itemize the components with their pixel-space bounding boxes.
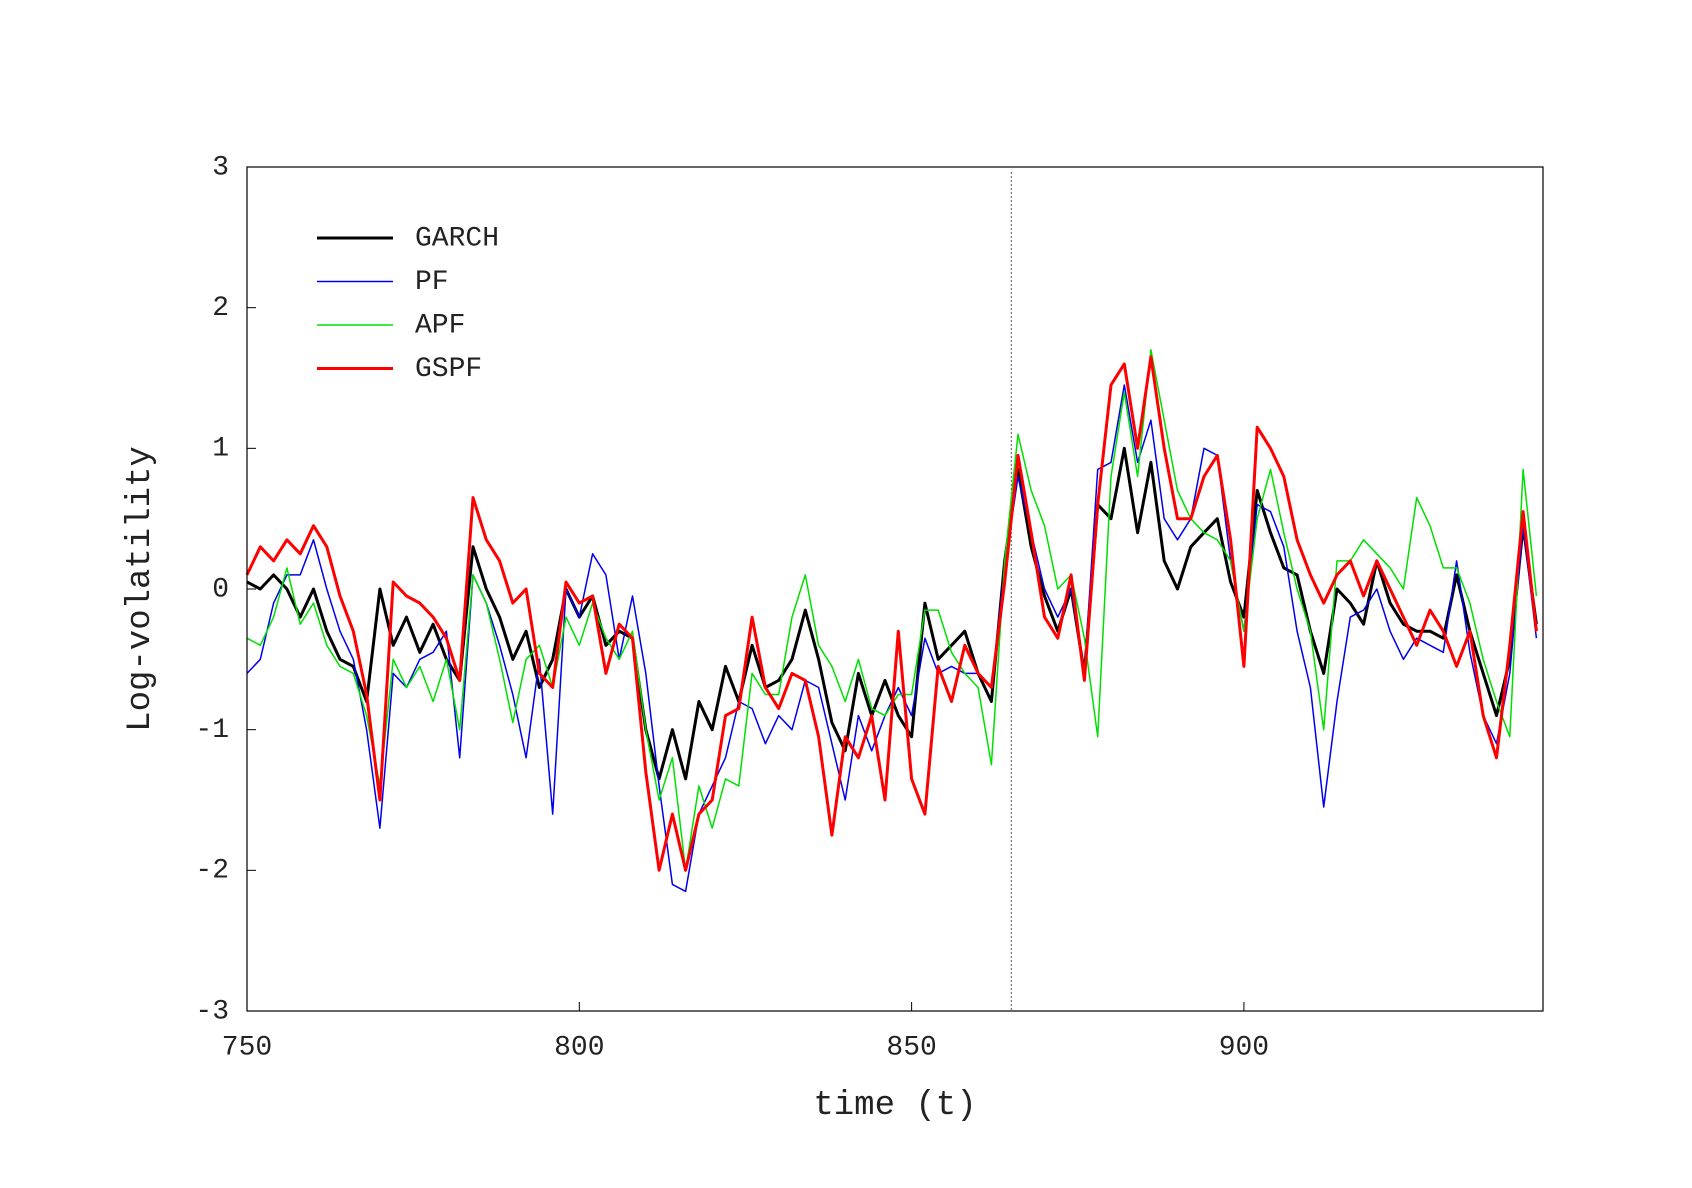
- x-tick-label: 850: [886, 1032, 936, 1063]
- legend-label: GARCH: [415, 223, 499, 254]
- x-axis-title: time (t): [813, 1087, 976, 1125]
- legend-label: PF: [415, 267, 449, 298]
- y-tick-label: -3: [195, 996, 229, 1027]
- y-axis-title: Log-volatility: [122, 446, 160, 732]
- y-tick-label: 1: [212, 434, 229, 465]
- y-tick-label: 3: [212, 152, 229, 183]
- y-tick-label: -2: [195, 856, 229, 887]
- series-line: [245, 355, 1538, 872]
- legend-label: GSPF: [415, 354, 482, 385]
- x-tick-label: 750: [222, 1032, 272, 1063]
- y-tick-label: -1: [195, 715, 229, 746]
- y-tick-label: 2: [212, 293, 229, 324]
- legend-label: APF: [415, 310, 465, 341]
- series-line: [246, 349, 1538, 872]
- x-tick-label: 800: [554, 1032, 604, 1063]
- plot-frame: [246, 166, 1544, 1012]
- series-line: [246, 384, 1538, 893]
- y-tick-label: 0: [212, 574, 229, 605]
- x-tick-label: 900: [1219, 1032, 1269, 1063]
